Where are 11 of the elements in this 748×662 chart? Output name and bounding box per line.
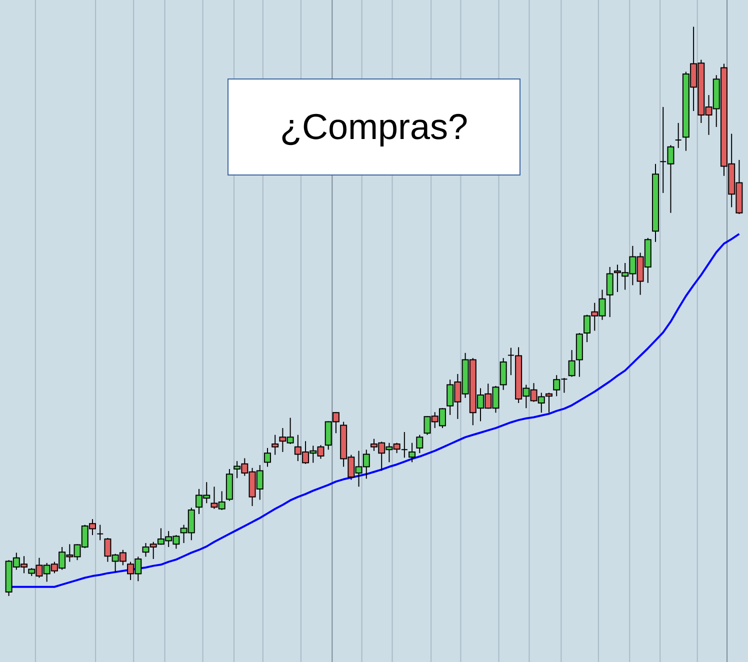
candlestick (272, 434, 279, 456)
candlestick (264, 447, 271, 468)
candlestick (568, 350, 576, 378)
candlestick (416, 434, 424, 454)
candlestick (674, 122, 682, 148)
candlestick (606, 266, 614, 318)
candlestick (96, 524, 104, 541)
annotation: ¿Compras? (280, 106, 468, 147)
candlestick (500, 358, 507, 390)
candlestick (507, 347, 514, 376)
candlestick (408, 442, 416, 463)
